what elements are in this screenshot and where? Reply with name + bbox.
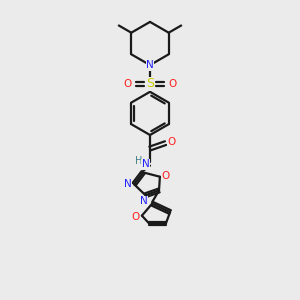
Text: N: N <box>142 159 149 170</box>
Text: H: H <box>135 155 142 166</box>
Text: N: N <box>140 196 148 206</box>
Text: N: N <box>146 60 154 70</box>
Text: O: O <box>124 79 132 89</box>
Text: N: N <box>124 179 131 189</box>
Text: O: O <box>167 136 176 147</box>
Text: O: O <box>131 212 140 222</box>
Text: S: S <box>146 77 154 90</box>
Text: O: O <box>168 79 176 89</box>
Text: O: O <box>162 170 170 181</box>
